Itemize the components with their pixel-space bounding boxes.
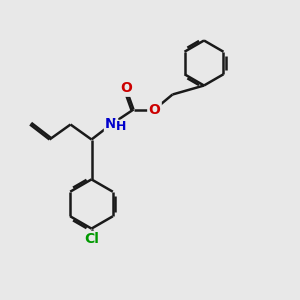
Text: H: H (116, 120, 126, 134)
Text: N: N (105, 118, 117, 131)
Text: O: O (148, 103, 160, 116)
Text: O: O (120, 82, 132, 95)
Text: Cl: Cl (84, 232, 99, 246)
